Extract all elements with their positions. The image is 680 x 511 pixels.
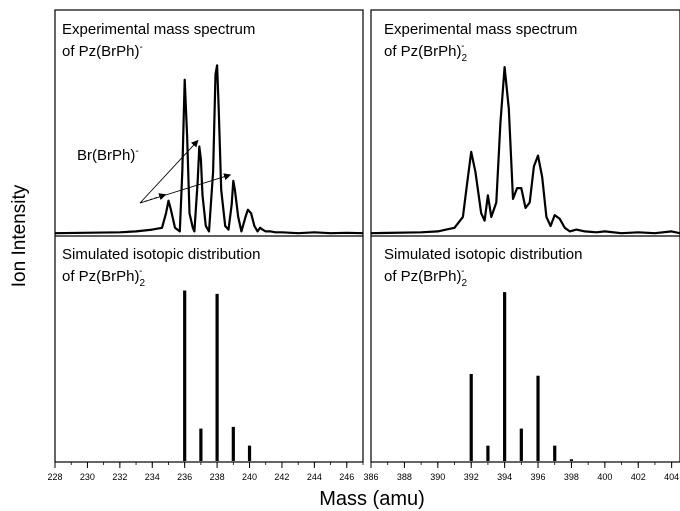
tl-title-line2: of Pz(BrPh)- (62, 42, 143, 60)
tick-label-right-396: 396 (531, 472, 546, 482)
annotation-arrow-239 (139, 173, 232, 204)
br-title-line2: of Pz(BrPh)2- (384, 266, 468, 289)
spectrum-line-top-left (54, 64, 364, 235)
br-title-line1: Simulated isotopic distribution (384, 246, 582, 263)
chart-layer: 228 230 232 234 236 238 240 242 244 246 386 388 390 3… (47, 64, 680, 482)
y-axis-label: Ion Intensity (9, 184, 30, 287)
bl-title-line1: Simulated isotopic distribution (62, 246, 260, 263)
tick-label-left-230: 230 (80, 472, 95, 482)
tick-label-left-234: 234 (145, 472, 160, 482)
tick-label-right-390: 390 (430, 472, 445, 482)
tick-label-left-246: 246 (339, 472, 354, 482)
tick-label-right-394: 394 (497, 472, 512, 482)
tr-title-line2: of Pz(BrPh)2- (384, 41, 468, 64)
bl-title-line2: of Pz(BrPh)2- (62, 266, 146, 289)
tick-label-right-392: 392 (464, 472, 479, 482)
tick-label-left-240: 240 (242, 472, 257, 482)
tick-label-left-242: 242 (274, 472, 289, 482)
tick-label-left-232: 232 (112, 472, 127, 482)
tick-label-left-244: 244 (307, 472, 322, 482)
tick-label-right-386: 386 (363, 472, 378, 482)
tr-title-line1: Experimental mass spectrum (384, 21, 577, 38)
tick-label-right-388: 388 (397, 472, 412, 482)
tick-label-right-404: 404 (664, 472, 679, 482)
tick-label-right-400: 400 (597, 472, 612, 482)
tick-label-left-228: 228 (47, 472, 62, 482)
tick-label-right-402: 402 (631, 472, 646, 482)
spectrum-line-top-right (370, 65, 680, 235)
tick-label-left-238: 238 (210, 472, 225, 482)
annotation-arrow-237 (139, 139, 199, 204)
annotation-label: Br(BrPh)- (77, 146, 139, 164)
x-axis-label: Mass (amu) (319, 488, 425, 510)
tl-title-line1: Experimental mass spectrum (62, 21, 255, 38)
tick-label-right-398: 398 (564, 472, 579, 482)
tick-label-left-236: 236 (177, 472, 192, 482)
